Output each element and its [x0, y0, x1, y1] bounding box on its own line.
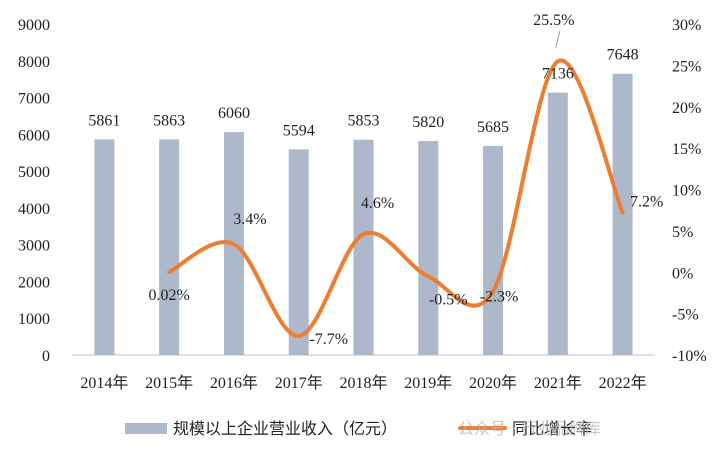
- bar-value-label: 7136: [542, 66, 574, 83]
- revenue-bar: [94, 139, 115, 355]
- legend-bar-swatch: [125, 423, 167, 434]
- left-axis-tick: 2000: [18, 274, 50, 291]
- bar-value-label: 5820: [412, 114, 444, 131]
- growth-value-label: -0.5%: [429, 291, 468, 308]
- right-axis-tick: 20%: [672, 100, 701, 117]
- data-labels: 5861 5863 6060 5594 5853 5820 5685 7136 7648 0.02…: [88, 12, 663, 348]
- growth-value-label: 3.4%: [233, 211, 266, 228]
- bar-value-label: 5853: [348, 113, 380, 130]
- x-axis-tick: 2014年: [80, 374, 128, 392]
- bar-value-label: 5863: [153, 112, 185, 129]
- right-axis-tick: 15%: [672, 141, 701, 158]
- left-axis-tick: 7000: [18, 91, 50, 108]
- revenue-bar: [547, 92, 568, 356]
- growth-value-label: -7.7%: [309, 331, 348, 348]
- left-axis-tick: 6000: [18, 127, 50, 144]
- axes: 0 1000 2000 3000 4000 5000 6000 7000 8000 9000 -10…: [18, 17, 707, 392]
- bar-value-label: 6060: [218, 105, 250, 122]
- legend-bar-label: 规模以上企业营业收入（亿元）: [173, 419, 397, 438]
- x-axis-tick: 2021年: [534, 374, 582, 392]
- right-axis-tick: 10%: [672, 183, 701, 200]
- revenue-bar: [353, 139, 374, 355]
- legend-line-label: 同比增长率: [512, 419, 592, 438]
- bar-value-label: 5861: [88, 112, 120, 129]
- revenue-bar: [418, 140, 439, 355]
- left-axis-tick: 8000: [18, 54, 50, 71]
- growth-value-label: 0.02%: [149, 287, 190, 304]
- right-axis-tick: 25%: [672, 58, 701, 75]
- growth-value-label: -2.3%: [480, 288, 519, 305]
- x-axis-tick: 2016年: [210, 374, 258, 392]
- bar-value-label: 7648: [607, 47, 639, 64]
- x-axis-tick: 2022年: [599, 374, 647, 392]
- x-axis-tick: 2020年: [469, 374, 517, 392]
- growth-rate-line: [167, 58, 625, 338]
- growth-value-label: 7.2%: [630, 194, 663, 211]
- left-axis-tick: 3000: [18, 238, 50, 255]
- x-axis-tick: 2015年: [145, 374, 193, 392]
- growth-value-label: 25.5%: [533, 12, 574, 29]
- growth-line-group: [167, 58, 625, 338]
- revenue-bar: [483, 145, 504, 355]
- watermark: 公众号 · 行业品牌库: [458, 419, 601, 438]
- label-leader-line: [555, 31, 561, 48]
- right-axis-tick: -10%: [672, 348, 707, 365]
- right-axis-tick: 30%: [672, 17, 701, 34]
- x-axis-tick: 2018年: [339, 374, 387, 392]
- bar-value-label: 5685: [477, 119, 509, 136]
- revenue-bar: [159, 139, 180, 355]
- left-axis-tick: 5000: [18, 164, 50, 181]
- right-axis-tick: -5%: [672, 307, 699, 324]
- x-axis-tick: 2019年: [404, 374, 452, 392]
- right-axis-tick: 5%: [672, 224, 693, 241]
- left-axis-tick: 1000: [18, 311, 50, 328]
- growth-value-label: 4.6%: [361, 195, 394, 212]
- bar-value-label: 5594: [283, 122, 315, 139]
- revenue-bar: [288, 149, 309, 355]
- x-axis-tick: 2017年: [275, 374, 323, 392]
- left-axis-tick: 9000: [18, 17, 50, 34]
- right-axis-tick: 0%: [672, 265, 693, 282]
- left-axis-tick: 0: [42, 348, 50, 365]
- left-axis-tick: 4000: [18, 201, 50, 218]
